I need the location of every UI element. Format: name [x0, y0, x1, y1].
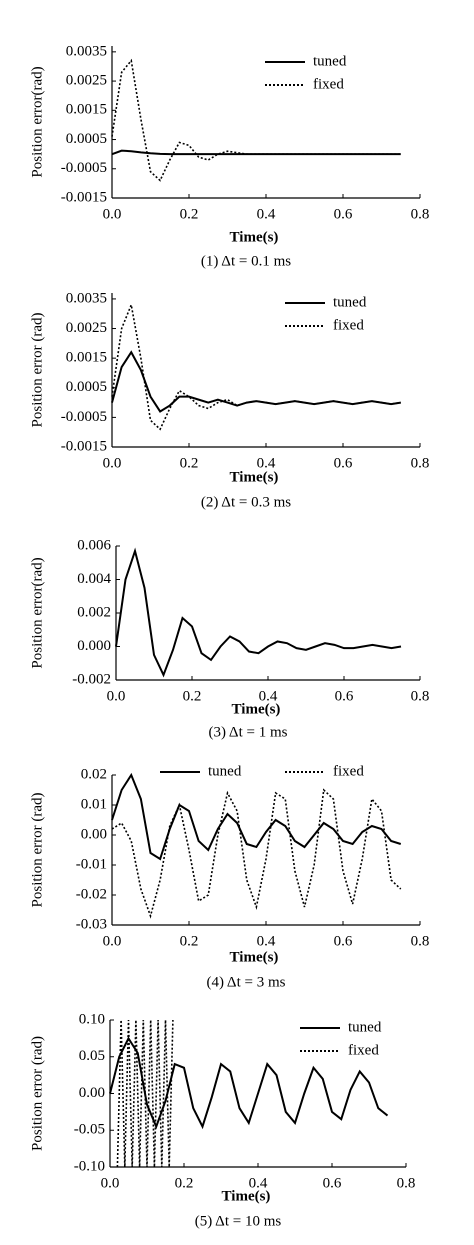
caption: (2) Δt = 0.3 ms	[201, 494, 291, 510]
y-axis-label: Position error(rad)	[29, 66, 45, 177]
series-line	[111, 772, 402, 861]
y-tick-label: -0.0015	[61, 438, 107, 454]
y-tick-label: 0.01	[81, 796, 107, 812]
y-tick-label: -0.0015	[61, 189, 107, 205]
y-tick-label: -0.01	[76, 856, 107, 872]
x-axis-label: Time(s)	[230, 229, 279, 245]
series-line	[111, 58, 401, 182]
legend-label: fixed	[333, 763, 364, 779]
y-tick-label: 0.0005	[66, 131, 107, 147]
y-tick-label: 0.0015	[66, 102, 107, 118]
x-tick-label: 0.8	[411, 206, 430, 222]
y-tick-label: 0.000	[77, 638, 111, 654]
y-tick-label: 0.002	[77, 604, 111, 620]
legend-label: fixed	[333, 317, 364, 333]
caption: (4) Δt = 3 ms	[207, 974, 286, 990]
y-tick-label: -0.0005	[61, 409, 107, 425]
x-tick-label: 0.0	[107, 688, 126, 704]
y-tick-label: 0.0035	[66, 43, 107, 59]
x-tick-label: 0.6	[334, 455, 353, 471]
x-tick-label: 0.8	[411, 455, 430, 471]
y-tick-label: 0.006	[77, 537, 111, 553]
y-tick-label: -0.05	[74, 1122, 105, 1138]
y-tick-label: 0.0025	[66, 73, 107, 89]
y-axis-label: Position error(rad)	[29, 557, 45, 668]
series-line	[111, 149, 401, 156]
y-tick-label: 0.00	[81, 826, 107, 842]
x-tick-label: 0.4	[257, 455, 276, 471]
legend-label: tuned	[313, 53, 347, 69]
x-axis-label: Time(s)	[230, 949, 279, 965]
y-tick-label: -0.0005	[61, 160, 107, 176]
series-line	[115, 547, 402, 678]
x-tick-label: 0.8	[397, 1175, 416, 1191]
y-tick-label: 0.0035	[66, 290, 107, 306]
y-tick-label: 0.10	[79, 1011, 105, 1027]
y-tick-label: -0.02	[76, 886, 107, 902]
x-axis-label: Time(s)	[232, 701, 281, 717]
series-line	[111, 788, 402, 919]
x-axis-label: Time(s)	[222, 1188, 271, 1204]
legend-label: fixed	[313, 76, 344, 92]
legend-label: tuned	[333, 294, 367, 310]
y-tick-label: -0.10	[74, 1158, 105, 1174]
x-tick-label: 0.0	[101, 1175, 120, 1191]
x-tick-label: 0.2	[180, 933, 199, 949]
x-tick-label: 0.0	[103, 933, 122, 949]
x-tick-label: 0.6	[335, 688, 354, 704]
y-tick-label: 0.0025	[66, 320, 107, 336]
y-tick-label: 0.00	[79, 1085, 105, 1101]
x-tick-label: 0.2	[183, 688, 202, 704]
legend-label: fixed	[348, 1042, 379, 1058]
x-tick-label: 0.6	[334, 933, 353, 949]
legend-label: tuned	[208, 763, 242, 779]
x-tick-label: 0.6	[323, 1175, 342, 1191]
y-axis-label: Position error (rad)	[29, 1036, 45, 1151]
y-axis-label: Position error (rad)	[29, 313, 45, 428]
x-axis-label: Time(s)	[230, 469, 279, 485]
series-line	[109, 1036, 389, 1130]
y-tick-label: 0.02	[81, 766, 107, 782]
x-tick-label: 0.2	[180, 206, 199, 222]
caption: (3) Δt = 1 ms	[209, 724, 288, 740]
legend-label: tuned	[348, 1019, 382, 1035]
x-tick-label: 0.2	[180, 455, 199, 471]
y-tick-label: 0.004	[77, 571, 111, 587]
y-tick-label: -0.002	[72, 671, 111, 687]
y-tick-label: -0.03	[76, 916, 107, 932]
x-tick-label: 0.4	[257, 206, 276, 222]
x-tick-label: 0.8	[411, 933, 430, 949]
x-tick-label: 0.2	[175, 1175, 194, 1191]
x-tick-label: 0.4	[257, 933, 276, 949]
caption: (5) Δt = 10 ms	[195, 1213, 282, 1229]
x-tick-label: 0.0	[103, 455, 122, 471]
x-tick-label: 0.6	[334, 206, 353, 222]
y-tick-label: 0.0005	[66, 379, 107, 395]
x-tick-label: 0.4	[249, 1175, 268, 1191]
x-tick-label: 0.8	[411, 688, 430, 704]
series-line	[111, 301, 401, 431]
y-axis-label: Position error (rad)	[29, 793, 45, 908]
series-line	[111, 350, 401, 413]
y-tick-label: 0.05	[79, 1048, 105, 1064]
x-tick-label: 0.4	[259, 688, 278, 704]
x-tick-label: 0.0	[103, 206, 122, 222]
y-tick-label: 0.0015	[66, 350, 107, 366]
caption: (1) Δt = 0.1 ms	[201, 253, 291, 269]
